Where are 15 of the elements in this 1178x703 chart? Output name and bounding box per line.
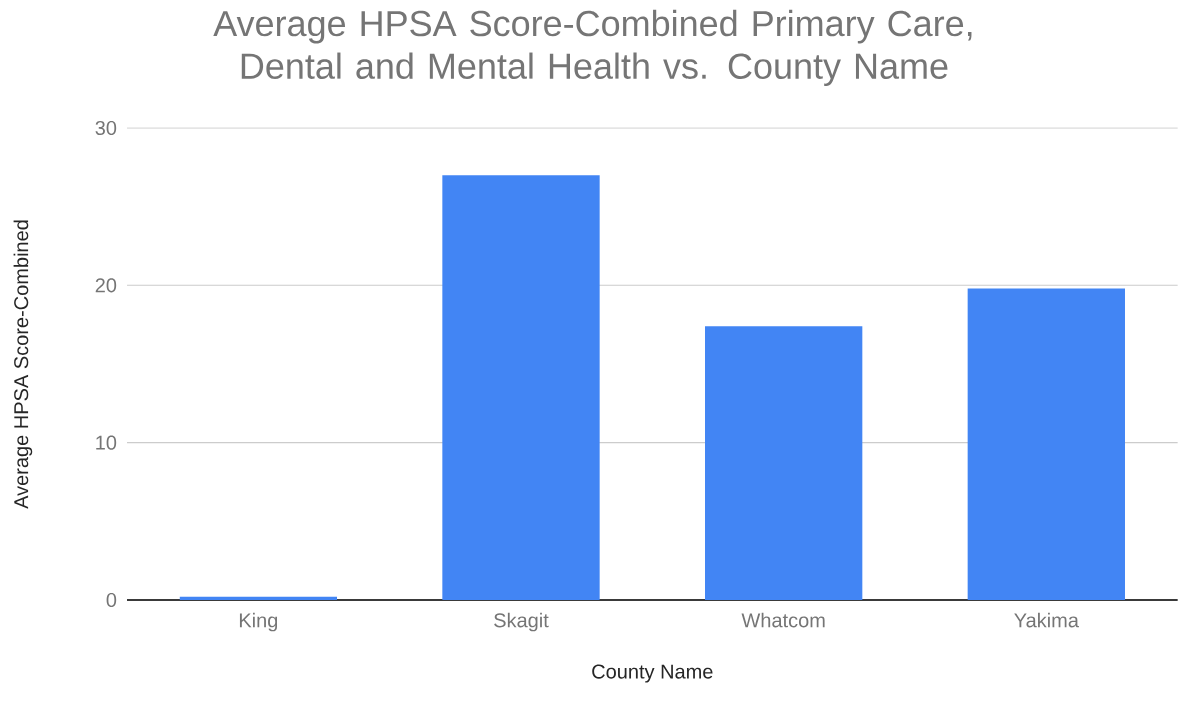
y-tick-label: 30 bbox=[95, 120, 117, 136]
y-axis-title: Average HPSA Score-Combined bbox=[13, 220, 33, 509]
x-tick-label: Skagit bbox=[494, 612, 549, 632]
bar bbox=[967, 288, 1125, 600]
bar bbox=[705, 326, 863, 600]
bar bbox=[442, 175, 600, 600]
y-tick-label: 0 bbox=[106, 592, 117, 608]
x-tick-label: King bbox=[239, 612, 278, 632]
chart-title: Average HPSA Score-Combined Primary Care, Dental and Mental Health vs. County Name bbox=[213, 9, 972, 87]
x-tick-label: Whatcom bbox=[741, 612, 825, 628]
x-tick-label: Yakima bbox=[1014, 612, 1079, 628]
y-tick-label: 10 bbox=[96, 435, 117, 450]
bar bbox=[179, 596, 338, 600]
y-tick-label: 20 bbox=[95, 278, 117, 293]
x-axis-title: County Name bbox=[592, 664, 713, 683]
